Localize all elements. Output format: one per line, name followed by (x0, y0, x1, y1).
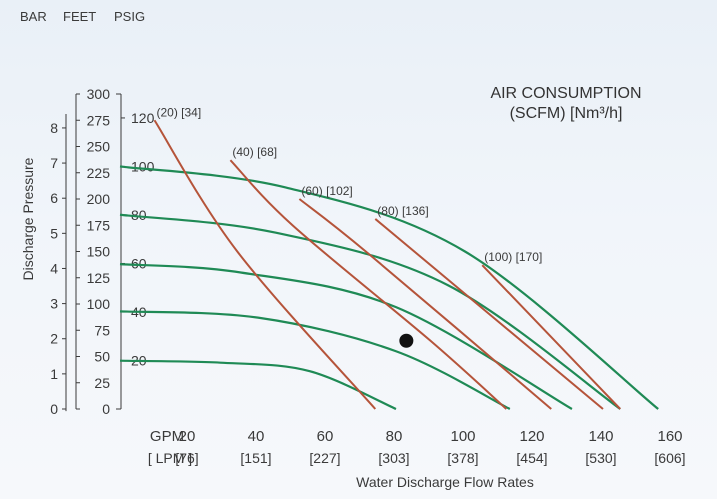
pressure-curve-20 (119, 359, 397, 411)
air-curve (481, 264, 621, 410)
x-lpm-tick-label: [606] (654, 450, 685, 466)
labels-group: BAR FEET PSIG AIR CONSUMPTION (SCFM) [Nm… (20, 9, 642, 490)
x-gpm-label: GPM (150, 428, 184, 445)
x-lpm-tick-label: [303] (378, 450, 409, 466)
psig-tick-label: 80 (131, 207, 147, 223)
bar-unit-header: BAR (20, 9, 47, 24)
x-lpm-tick-label: [76] (175, 450, 198, 466)
feet-tick-label: 300 (87, 86, 111, 102)
air-curve-label: (80) [136] (377, 204, 428, 218)
feet-tick-label: 275 (87, 112, 111, 128)
bar-tick-label: 4 (50, 260, 58, 276)
air-curve-label: (20) [34] (157, 105, 202, 119)
feet-tick-label: 75 (94, 322, 110, 338)
x-gpm-tick-label: 160 (657, 428, 682, 445)
feet-tick-label: 150 (87, 244, 111, 260)
bar-tick-label: 5 (50, 225, 58, 241)
series-group: (20) [34] (40) [68] (60) [102] (80) [136] (1… (119, 105, 659, 411)
bar-tick-label: 6 (50, 190, 58, 206)
pressure-curve-100 (119, 165, 659, 410)
feet-tick-label: 200 (87, 191, 111, 207)
x-gpm-tick-label: 100 (450, 428, 475, 445)
feet-tick-label: 0 (102, 401, 110, 417)
feet-tick-label: 100 (87, 296, 111, 312)
feet-tick-label: 25 (94, 375, 110, 391)
pressure-curve-60 (119, 263, 573, 410)
x-lpm-tick-label: [151] (240, 450, 271, 466)
pressure-curve-80 (119, 213, 621, 410)
x-lpm-label: [ LPM ] (148, 450, 192, 466)
feet-tick-label: 125 (87, 270, 111, 286)
x-gpm-tick-label: 140 (588, 428, 613, 445)
operating-point-marker (399, 333, 414, 348)
bar-tick-label: 3 (50, 296, 58, 312)
chart-title-line2: (SCFM) [Nm³/h] (510, 105, 623, 122)
feet-tick-label: 225 (87, 165, 111, 181)
chart-title-line1: AIR CONSUMPTION (490, 85, 641, 102)
air-curve-label: (100) [170] (484, 250, 542, 264)
x-gpm-tick-label: 20 (179, 428, 196, 445)
psig-tick-label: 60 (131, 255, 147, 271)
bar-tick-label: 2 (50, 331, 58, 347)
feet-unit-header: FEET (63, 9, 96, 24)
psig-unit-header: PSIG (114, 9, 145, 24)
x-gpm-tick-label: 120 (519, 428, 544, 445)
x-lpm-tick-label: [378] (447, 450, 478, 466)
bar-tick-label: 0 (50, 401, 58, 417)
y-axis-title: Discharge Pressure (20, 157, 36, 280)
air-curve (374, 218, 604, 410)
axes-group: 0123456780255075100125150175200225250275… (50, 86, 685, 466)
air-curve-label: (40) [68] (232, 145, 277, 159)
psig-tick-label: 120 (131, 110, 155, 126)
air-curve-label: (60) [102] (301, 184, 352, 198)
x-axis-title: Water Discharge Flow Rates (356, 474, 534, 490)
bar-tick-label: 8 (50, 120, 58, 136)
x-lpm-tick-label: [227] (309, 450, 340, 466)
x-gpm-tick-label: 60 (317, 428, 334, 445)
bar-tick-label: 7 (50, 155, 58, 171)
bar-tick-label: 1 (50, 366, 58, 382)
x-gpm-tick-label: 80 (386, 428, 403, 445)
air-curve (229, 159, 508, 410)
feet-tick-label: 175 (87, 217, 111, 233)
marks-group (399, 333, 414, 348)
air-curve (298, 198, 552, 410)
pressure-curve-40 (119, 310, 511, 410)
psig-tick-label: 100 (131, 158, 155, 174)
feet-tick-label: 50 (94, 349, 110, 365)
feet-tick-label: 250 (87, 139, 111, 155)
air-curve (153, 119, 377, 410)
x-lpm-tick-label: [530] (585, 450, 616, 466)
x-lpm-tick-label: [454] (516, 450, 547, 466)
x-gpm-tick-label: 40 (248, 428, 265, 445)
